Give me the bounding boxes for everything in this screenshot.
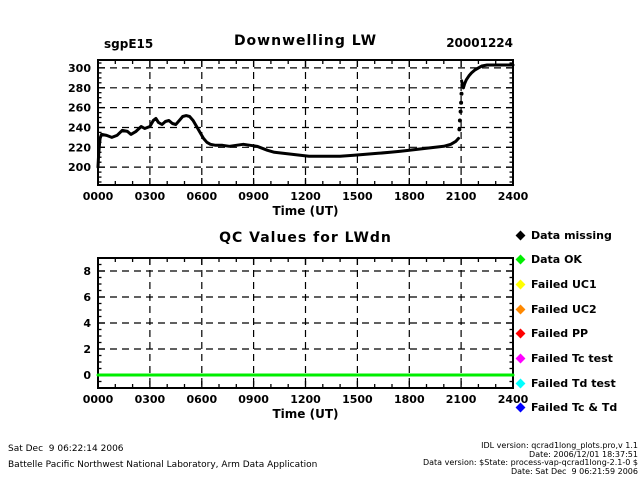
series-point: [457, 118, 462, 123]
qc-legend: Data missing Data OK Failed UC1 Failed UC2 F…: [515, 227, 639, 417]
y-tick-label: 280: [68, 82, 91, 95]
legend-item-label: Failed UC1: [531, 277, 597, 291]
legend-diamond-icon: [515, 402, 526, 413]
legend-item-label: Failed UC2: [531, 302, 597, 316]
legend-item-label: Failed Td test: [531, 376, 616, 390]
legend-item: Data OK: [515, 252, 582, 268]
site-label: sgpE15: [104, 37, 154, 51]
series-point: [457, 127, 462, 132]
legend-diamond-icon: [515, 328, 526, 339]
x-tick-label: 2400: [498, 190, 529, 203]
x-tick-label: 0600: [186, 393, 217, 406]
qc-plot-title: QC Values for LWdn: [219, 230, 392, 246]
legend-item: Failed PP: [515, 326, 589, 342]
y-tick-label: 4: [83, 317, 91, 330]
x-tick-label: 0300: [135, 393, 166, 406]
legend-item: Data missing: [515, 227, 612, 243]
y-tick-label: 200: [68, 161, 91, 174]
x-tick-label: 0000: [83, 190, 114, 203]
x-tick-label: 2400: [498, 393, 529, 406]
series-point: [459, 100, 464, 105]
legend-diamond-icon: [515, 353, 526, 364]
legend-diamond-icon: [515, 254, 526, 265]
qc-values-plot: 0000 0300 0600 0900 1200 1500 1800 2100 2400 0 2 4 6…: [83, 257, 529, 406]
legend-item: Failed UC2: [515, 301, 597, 317]
legend-item: Failed Tc & Td: [515, 400, 618, 416]
x-tick-label: 1200: [290, 190, 321, 203]
legend-diamond-icon: [515, 230, 526, 240]
x-tick-label: 1500: [342, 190, 373, 203]
footer-idl-date: Date: 2006/12/01 18:37:51: [529, 449, 638, 459]
footer-idl-version: IDL version: qcrad1long_plots.pro,v 1.1: [481, 441, 638, 450]
series-point: [459, 91, 464, 96]
y-tick-label: 0: [83, 369, 91, 382]
x-tick-label: 1800: [394, 190, 425, 203]
x-tick-label: 0300: [135, 190, 166, 203]
y-tick-label: 6: [83, 291, 91, 304]
series-line: [96, 114, 460, 169]
footer-organization-label: Battelle Pacific Northwest National Labo…: [8, 460, 318, 470]
x-tick-label: 0600: [186, 190, 217, 203]
series-point: [458, 109, 463, 114]
plot-frame: [97, 257, 514, 389]
legend-item-label: Data OK: [531, 253, 582, 267]
footer-generated-timestamp: Sat Dec 9 06:22:14 2006: [8, 444, 124, 454]
legend-diamond-icon: [515, 279, 526, 290]
legend-item-label: Failed Tc test: [531, 352, 613, 365]
y-tick-label: 220: [68, 141, 91, 154]
y-tick-label: 240: [68, 122, 91, 135]
legend-item: Failed Tc test: [515, 351, 613, 367]
footer-data-date: Date: Sat Dec 9 06:21:59 2006: [510, 466, 638, 476]
footer-data-version: Data version: $State: process-vap-qcrad1…: [422, 458, 638, 467]
legend-diamond-icon: [515, 304, 526, 315]
y-tick-label: 300: [68, 62, 91, 75]
x-tick-label: 1800: [394, 393, 425, 406]
legend-item-label: Data missing: [531, 228, 612, 242]
series-line: [460, 63, 515, 90]
date-label: 20001224: [446, 36, 513, 50]
legend-item-label: Failed PP: [531, 327, 589, 341]
legend-item: Failed Td test: [515, 375, 616, 391]
y-tick-label: 2: [83, 343, 91, 356]
x-tick-label: 2100: [446, 393, 477, 406]
x-tick-label: 1200: [290, 393, 321, 406]
downwelling-lw-plot: 0000 0300 0600 0900 1200 1500 1800 2100 2400 200 2…: [68, 59, 529, 203]
plot-frame: [97, 59, 514, 186]
legend-diamond-icon: [515, 378, 526, 389]
legend-item: Failed UC1: [515, 276, 597, 292]
top-plot-title: Downwelling LW: [233, 33, 378, 49]
legend-item-label: Failed Tc & Td: [531, 401, 618, 415]
x-tick-label: 0900: [238, 393, 269, 406]
footer-version-info: IDL version: qcrad1long_plots.pro,v 1.1 …: [318, 441, 638, 476]
x-tick-label: 0000: [83, 393, 114, 406]
y-tick-label: 8: [83, 265, 91, 278]
qc-plot-x-axis-label: Time (UT): [272, 407, 339, 421]
x-tick-label: 2100: [446, 190, 477, 203]
x-tick-label: 0900: [238, 190, 269, 203]
top-plot-x-axis-label: Time (UT): [272, 204, 339, 218]
y-tick-label: 260: [68, 102, 91, 115]
x-tick-label: 1500: [342, 393, 373, 406]
